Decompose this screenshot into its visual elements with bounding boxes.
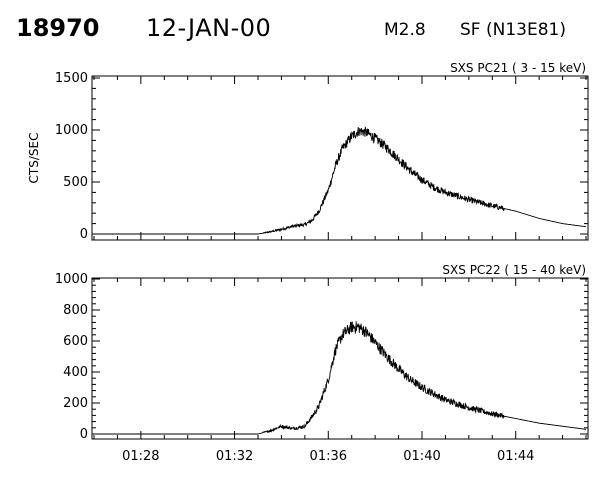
x-tick-label: 01:28 [122,449,159,464]
y-tick-label: 500 [63,175,88,190]
y-tick-label: 1000 [55,123,88,138]
y-tick-label: 0 [80,427,88,442]
event-date: 12-JAN-00 [146,14,272,42]
y-tick-label: 0 [80,227,88,242]
x-tick-label: 01:44 [497,449,534,464]
panel-title: SXS PC21 ( 3 - 15 keV) [450,61,586,75]
panel-1: SXS PC21 ( 3 - 15 keV) CTS/SEC 0 500 1000 150… [27,61,589,242]
series-line [94,321,587,435]
y-tick-label: 1000 [55,272,88,287]
x-tick-label: 01:40 [403,449,440,464]
y-axis-label: CTS/SEC [27,133,41,184]
event-number: 18970 [16,14,100,42]
x-tick-label: 01:32 [216,449,253,464]
panel-title: SXS PC22 ( 15 - 40 keV) [442,263,586,277]
flare-location: SF (N13E81) [460,20,566,40]
series-line [94,126,586,235]
panel-2: SXS PC22 ( 15 - 40 keV) 0 200 400 600 800 1000… [55,263,589,464]
plot-frame [91,277,589,440]
plot-frame [91,75,589,241]
y-tick-label: 1500 [55,71,88,86]
y-tick-label: 400 [63,365,88,380]
y-tick-label: 600 [63,334,88,349]
y-tick-label: 800 [63,303,88,318]
flare-class: M2.8 [384,20,426,40]
x-tick-label: 01:36 [310,449,347,464]
y-tick-label: 200 [63,396,88,411]
